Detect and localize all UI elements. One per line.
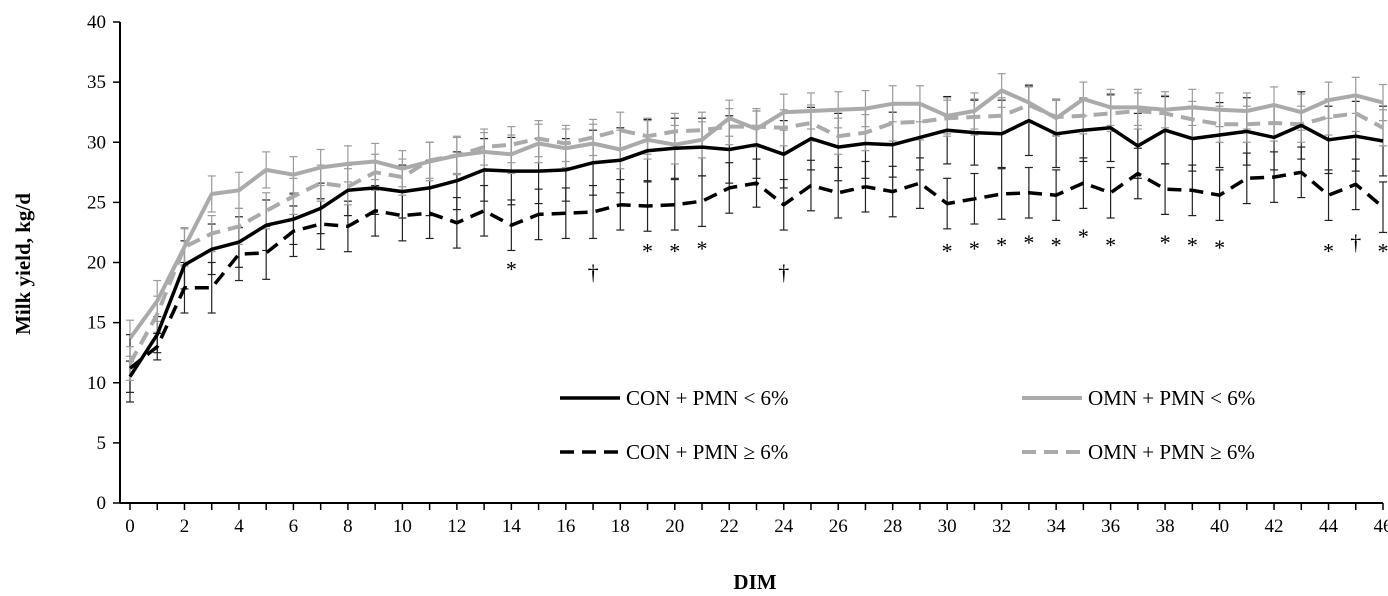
series-line <box>128 170 1385 370</box>
legend-label: CON + PMN < 6% <box>626 386 789 410</box>
x-tick-label: 38 <box>1156 516 1175 537</box>
x-tick-label: 30 <box>938 516 957 537</box>
x-tick-label: 4 <box>234 516 244 537</box>
y-tick-label: 10 <box>87 373 106 394</box>
significance-marker: * <box>1105 232 1116 257</box>
legend: CON + PMN < 6% OMN + PMN < 6% CON + PMN ≥ … <box>560 386 1255 464</box>
y-tick-label: 20 <box>87 253 106 274</box>
y-tick-label: 30 <box>87 132 106 153</box>
x-tick-label: 44 <box>1319 516 1339 537</box>
significance-marker: * <box>669 238 680 263</box>
y-tick-label: 35 <box>87 72 106 93</box>
x-tick-label: 18 <box>611 516 630 537</box>
x-tick-label: 2 <box>180 516 190 537</box>
y-tick-label: 15 <box>87 313 106 334</box>
significance-marker: * <box>1078 224 1089 249</box>
y-tick-label: 5 <box>97 433 107 454</box>
significance-marker: * <box>969 236 980 261</box>
significance-marker: * <box>1187 232 1198 257</box>
y-tick-label: 0 <box>97 493 107 514</box>
significance-marker: * <box>1323 238 1334 263</box>
x-tick-label: 32 <box>992 516 1011 537</box>
y-tick-label: 40 <box>87 12 106 33</box>
significance-marker: * <box>1051 232 1062 257</box>
significance-marker: * <box>1160 230 1171 255</box>
y-tick-label: 25 <box>87 192 106 213</box>
series-line <box>128 103 1384 365</box>
plot-area: * † * * * † * * * * * * * * * * * † * <box>126 73 1388 403</box>
x-tick-label: 36 <box>1101 516 1120 537</box>
significance-marker: * <box>1378 238 1388 263</box>
x-axis-title: DIM <box>733 570 776 594</box>
legend-label: OMN + PMN < 6% <box>1088 386 1255 410</box>
significance-marker: † <box>1350 230 1361 255</box>
x-tick-label: 22 <box>720 516 739 537</box>
x-tick-label: 40 <box>1210 516 1229 537</box>
legend-label: CON + PMN ≥ 6% <box>626 440 788 464</box>
x-tick-label: 26 <box>829 516 848 537</box>
significance-marker: † <box>588 260 599 285</box>
x-tick-label: 20 <box>665 516 684 537</box>
significance-marker: * <box>642 238 653 263</box>
significance-marker: * <box>996 232 1007 257</box>
y-axis-title: Milk yield, kg/d <box>11 193 35 335</box>
x-tick-label: 6 <box>289 516 299 537</box>
series-line <box>128 118 1384 378</box>
legend-label: OMN + PMN ≥ 6% <box>1088 440 1255 464</box>
x-tick-label: 46 <box>1374 516 1388 537</box>
significance-marker: * <box>506 257 517 282</box>
x-tick-label: 0 <box>125 516 135 537</box>
significance-marker: † <box>778 260 789 285</box>
significance-marker: * <box>697 236 708 261</box>
x-tick-label: 10 <box>393 516 412 537</box>
x-tick-label: 34 <box>1047 516 1067 537</box>
series-line <box>128 88 1384 340</box>
x-tick-label: 42 <box>1265 516 1284 537</box>
x-tick-label: 16 <box>556 516 575 537</box>
x-tick-label: 14 <box>502 516 522 537</box>
x-tick-label: 28 <box>883 516 902 537</box>
significance-marker: * <box>1214 235 1225 260</box>
significance-marker: * <box>942 238 953 263</box>
significance-marker: * <box>1023 230 1034 255</box>
x-tick-label: 8 <box>343 516 353 537</box>
x-tick-label: 24 <box>774 516 794 537</box>
x-tick-label: 12 <box>447 516 466 537</box>
